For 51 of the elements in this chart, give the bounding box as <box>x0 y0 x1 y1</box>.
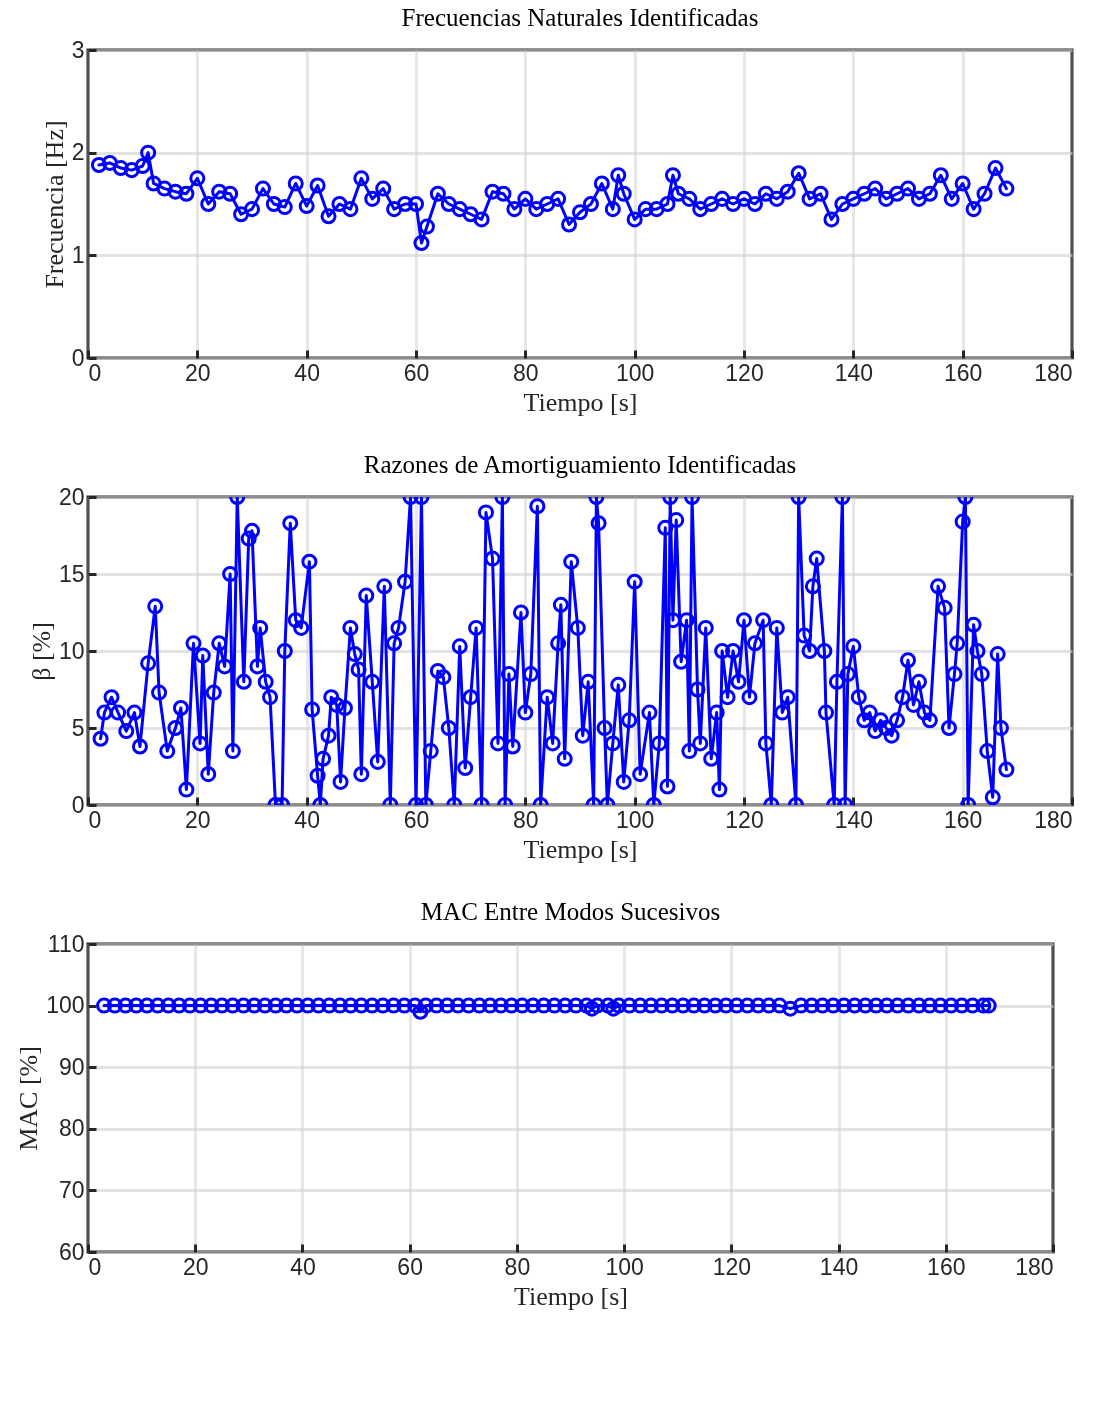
x-tick-label: 160 <box>943 359 983 386</box>
x-tick-label: 0 <box>88 359 102 386</box>
x-tick-label: 160 <box>927 1253 966 1280</box>
x-tick-label: 120 <box>725 806 764 833</box>
chart-title: MAC Entre Modos Sucesivos <box>420 898 721 925</box>
x-tick-label: 100 <box>605 1253 644 1280</box>
y-tick-label: 90 <box>58 1053 85 1080</box>
x-tick-label: 40 <box>294 806 320 833</box>
y-axis-title: Frecuencia [Hz] <box>39 120 69 289</box>
x-tick-label: 120 <box>725 359 764 386</box>
x-tick-label: 80 <box>513 359 539 386</box>
x-tick-label: 140 <box>834 359 874 386</box>
x-tick-label: 100 <box>615 806 655 833</box>
x-tick-label: 0 <box>88 806 102 833</box>
x-tick-label: 180 <box>1034 806 1073 833</box>
y-tick-label: 1 <box>71 241 85 268</box>
x-tick-label: 40 <box>290 1253 316 1280</box>
y-tick-label: 2 <box>71 139 85 166</box>
x-tick-label: 140 <box>819 1253 859 1280</box>
y-tick-label: 20 <box>58 483 85 510</box>
x-tick-label: 160 <box>943 806 983 833</box>
y-axis-title: MAC [%] <box>14 1046 44 1151</box>
y-tick-label: 5 <box>71 714 85 741</box>
x-tick-label: 60 <box>403 806 430 833</box>
y-tick-label: 3 <box>71 36 85 63</box>
y-axis-title: β [%] <box>26 622 56 681</box>
x-tick-label: 60 <box>403 359 430 386</box>
x-tick-label: 40 <box>294 359 320 386</box>
x-tick-label: 180 <box>1015 1253 1054 1280</box>
y-tick-label: 80 <box>58 1115 85 1142</box>
x-tick-label: 180 <box>1034 359 1073 386</box>
y-tick-label: 110 <box>47 930 85 957</box>
chart-title: Frecuencias Naturales Identificadas <box>401 4 759 31</box>
y-tick-label: 70 <box>58 1176 85 1203</box>
x-tick-label: 20 <box>182 1253 209 1280</box>
chart-title: Razones de Amortiguamiento Identificadas <box>363 451 797 478</box>
y-tick-label: 100 <box>46 992 85 1019</box>
x-axis-title: Tiempo [s] <box>523 387 638 417</box>
x-tick-label: 140 <box>834 806 874 833</box>
x-tick-label: 100 <box>615 359 655 386</box>
x-axis-title: Tiempo [s] <box>514 1281 628 1311</box>
y-tick-label: 10 <box>58 637 85 664</box>
y-tick-label: 15 <box>58 560 85 587</box>
x-axis-title: Tiempo [s] <box>523 834 638 864</box>
x-tick-label: 80 <box>504 1253 531 1280</box>
x-tick-label: 0 <box>88 1253 102 1280</box>
x-tick-label: 20 <box>185 359 211 386</box>
x-tick-label: 80 <box>513 806 539 833</box>
x-tick-label: 20 <box>185 806 211 833</box>
x-tick-label: 120 <box>712 1253 752 1280</box>
x-tick-label: 60 <box>397 1253 423 1280</box>
